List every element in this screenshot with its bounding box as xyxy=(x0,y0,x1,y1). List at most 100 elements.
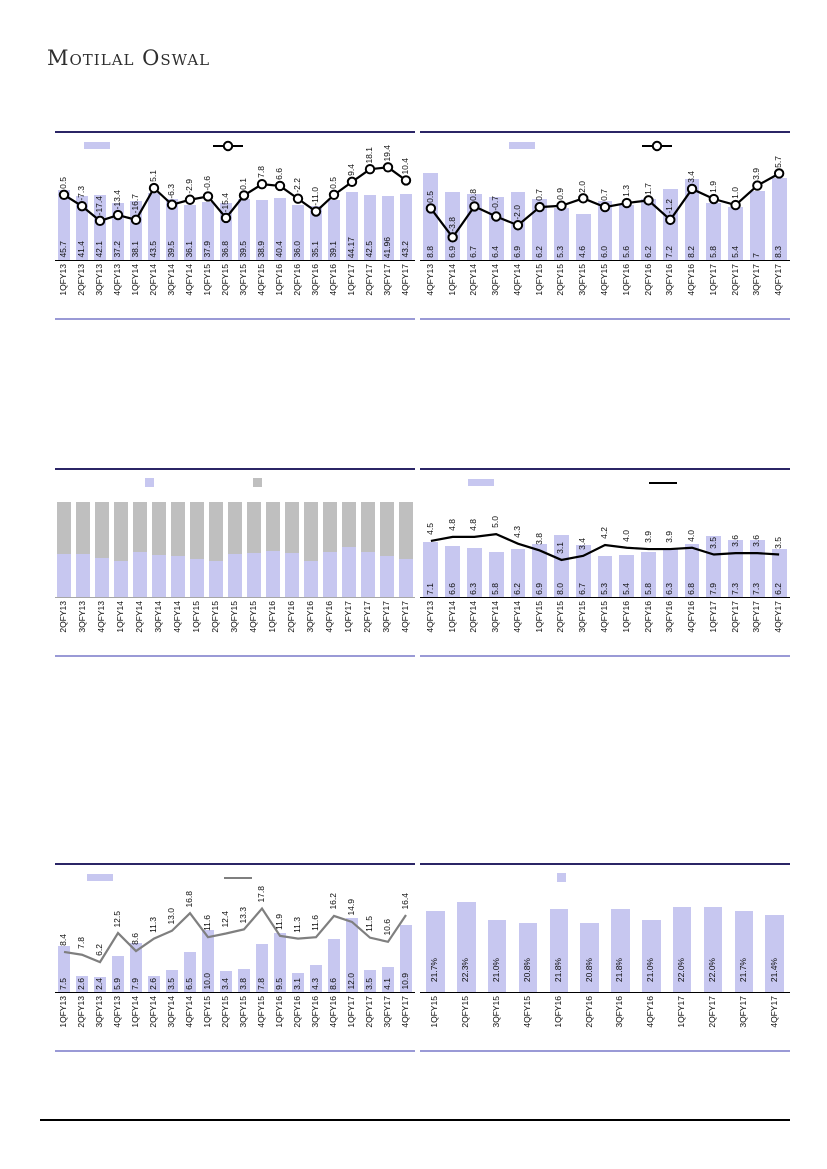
line-value-label: 4.5 xyxy=(424,523,435,535)
line-value-label: -1.2 xyxy=(664,199,675,214)
chart-legend xyxy=(55,133,415,157)
line-value-label: -11.0 xyxy=(310,186,320,206)
x-axis-label: 2QFY16 xyxy=(583,996,594,1028)
x-axis-label: 1QFY14 xyxy=(446,264,457,296)
line-value-label: -17.4 xyxy=(94,195,104,215)
chart-legend xyxy=(420,865,790,889)
line-value-label: 3.8 xyxy=(533,532,544,545)
x-axis-label: 2QFY17 xyxy=(361,601,372,633)
bar xyxy=(749,540,765,597)
line-value-label: 3.5 xyxy=(707,536,718,549)
line-marker xyxy=(364,163,376,175)
line-value-label: 7.8 xyxy=(256,166,266,179)
bar xyxy=(202,930,214,992)
line-marker xyxy=(665,214,676,226)
line-marker xyxy=(256,178,268,190)
line-value-label: 0.1 xyxy=(238,177,248,190)
bar xyxy=(364,194,376,260)
bar xyxy=(706,202,722,260)
chart-mid-right: 7.1 6.6 6.3 5.8 6.2 6.9 8.0 6.7 5.3 5.4 5.8 6.3 6.8 7… xyxy=(420,468,790,657)
line-value-label: -0.6 xyxy=(202,175,212,191)
line-value-label: 8.4 xyxy=(58,934,68,946)
bar xyxy=(166,199,178,260)
stacked-bar-purple-segment xyxy=(303,561,318,597)
line-value-label: 13.0 xyxy=(166,908,176,925)
bar xyxy=(400,193,412,260)
stacked-bar-purple-segment xyxy=(57,554,72,597)
stacked-bar-purple-segment xyxy=(133,552,148,597)
x-axis-label: 2QFY14 xyxy=(134,601,145,633)
line-marker xyxy=(556,200,567,211)
stacked-bar-purple-segment xyxy=(322,552,337,597)
line-value-label: -7.3 xyxy=(76,185,86,201)
bar xyxy=(575,545,591,597)
line-marker xyxy=(686,183,698,195)
chart-legend xyxy=(55,470,415,494)
stacked-bar-gray-segment xyxy=(190,502,205,560)
bar xyxy=(684,178,700,260)
line-value-label: 4.2 xyxy=(599,527,609,540)
line-value-label: -2.0 xyxy=(511,204,522,220)
bar xyxy=(619,555,635,597)
chart-bottom-rule xyxy=(420,318,790,320)
line-marker xyxy=(310,206,322,217)
chart-bottom-rule xyxy=(55,1050,415,1052)
stacked-bar-purple-segment xyxy=(76,554,91,597)
bar xyxy=(423,542,439,597)
x-axis-line xyxy=(55,992,415,993)
x-axis-label: 2QFY13 xyxy=(76,996,86,1028)
bar xyxy=(771,177,787,260)
x-axis-label: 2QFY15 xyxy=(555,264,566,296)
x-axis-label: 4QFY16 xyxy=(328,996,338,1028)
line-marker xyxy=(469,201,480,212)
x-axis-label: 2QFY16 xyxy=(292,996,302,1028)
x-axis-label: 4QFY13 xyxy=(112,264,122,296)
x-axis-label: 4QFY15 xyxy=(599,264,609,296)
bar xyxy=(346,918,358,992)
line-marker xyxy=(166,199,178,210)
line-marker xyxy=(490,211,502,222)
bar xyxy=(765,914,784,992)
line-value-label: -6.3 xyxy=(166,184,176,199)
line-marker xyxy=(447,232,458,243)
stacked-bar-gray-segment xyxy=(379,502,394,557)
line-value-label: 6.6 xyxy=(274,168,284,180)
x-axis-label: 4QFY15 xyxy=(599,601,609,633)
bar xyxy=(611,909,630,992)
line-value-label: 0.7 xyxy=(599,189,609,202)
chart-bottom-rule xyxy=(420,1050,790,1052)
x-axis-label: 4QFY16 xyxy=(686,264,697,296)
bar-value-label: 22.0% xyxy=(706,957,717,982)
line-value-label: 1.3 xyxy=(620,185,631,198)
line-marker xyxy=(599,201,611,213)
bar xyxy=(400,924,412,992)
x-axis-label: 1QFY14 xyxy=(446,601,457,633)
line-value-label: 11.6 xyxy=(202,915,212,932)
bar xyxy=(346,192,358,260)
x-axis-label: 1QFY14 xyxy=(130,996,140,1028)
legend-line-swatch xyxy=(649,482,678,484)
bar xyxy=(642,920,661,992)
x-axis-label: 4QFY17 xyxy=(773,601,784,633)
x-axis-label: 4QFY13 xyxy=(112,996,122,1028)
x-axis-label: 3QFY14 xyxy=(166,264,176,296)
legend-bar-swatch xyxy=(468,479,495,486)
x-axis-label: 4QFY14 xyxy=(184,996,194,1028)
bar xyxy=(112,202,124,260)
x-axis-label: 2QFY16 xyxy=(642,264,653,296)
line-value-label: 12.5 xyxy=(112,910,122,928)
line-value-label: 10.4 xyxy=(400,157,410,175)
stacked-bar-purple-segment xyxy=(114,561,129,597)
line-marker xyxy=(148,182,160,194)
line-marker xyxy=(292,193,304,204)
line-value-label: -15.4 xyxy=(220,192,230,212)
bar-value-label: 20.8% xyxy=(583,957,594,982)
bar xyxy=(488,552,504,597)
line-value-label: 4.8 xyxy=(468,519,479,531)
line-value-label: 19.4 xyxy=(382,144,392,162)
line-marker xyxy=(773,168,785,179)
line-value-label: 1.7 xyxy=(642,182,653,195)
x-axis-label: 4QFY17 xyxy=(399,601,410,633)
bar xyxy=(749,190,765,260)
x-axis-label: 4QFY17 xyxy=(400,996,410,1028)
